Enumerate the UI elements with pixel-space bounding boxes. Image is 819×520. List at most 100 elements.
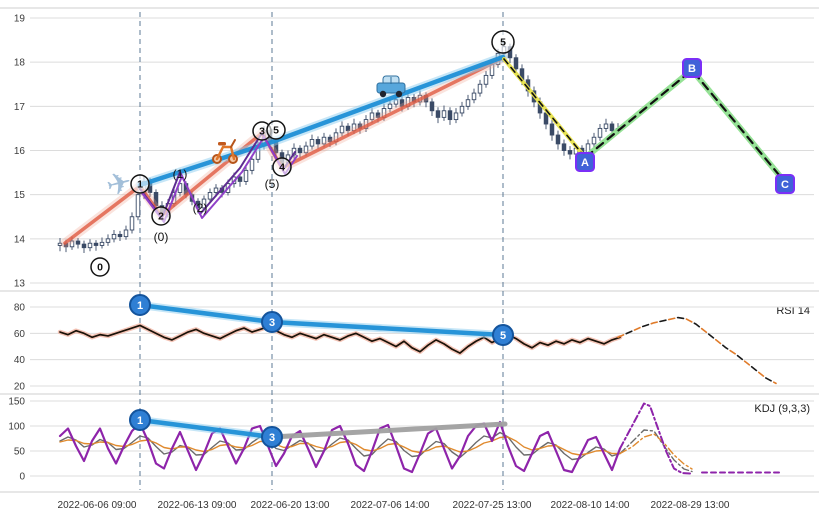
- wave-point-text: (1): [173, 167, 188, 181]
- scooter-icon: [230, 139, 236, 148]
- candle-body: [81, 243, 87, 249]
- kdj-j-forecast: [619, 402, 691, 475]
- scooter-icon: [218, 142, 226, 146]
- y-tick-label: 0: [19, 472, 25, 483]
- rsi-wave-marker-number: 1: [137, 300, 143, 312]
- candle-body: [555, 134, 561, 145]
- candle-body: [207, 192, 213, 200]
- candle-body: [87, 242, 93, 249]
- candle-body: [75, 240, 81, 245]
- candle-body: [459, 105, 465, 114]
- candle-body: [327, 136, 333, 143]
- y-tick-label: 100: [8, 422, 25, 433]
- rsi-wave-marker-number: 5: [500, 330, 506, 342]
- candle-body: [561, 143, 567, 151]
- wave-point-circle: [266, 120, 286, 140]
- candle-body: [483, 74, 489, 85]
- kdj-k-line: [59, 431, 621, 461]
- wave-point-circle: [272, 157, 292, 177]
- abc-wave-letter: B: [688, 63, 696, 75]
- y-tick-label: 15: [14, 190, 26, 201]
- candle-body: [117, 233, 123, 238]
- candle-body: [387, 103, 393, 109]
- wave-point-number: 4: [279, 162, 285, 174]
- wave-point-text: (2): [193, 201, 208, 215]
- y-tick-label: 40: [14, 355, 26, 366]
- kdj-wave-marker-number: 3: [269, 432, 275, 444]
- projection-line-yellow: [502, 57, 586, 158]
- candle-body: [111, 233, 117, 240]
- wave-point-circle: [130, 174, 150, 194]
- candle-body: [441, 110, 447, 118]
- candle-body: [465, 99, 471, 107]
- y-tick-label: 150: [8, 397, 25, 408]
- wave-point-circle: [90, 257, 110, 277]
- projection-line-yellow-dash: [503, 58, 585, 157]
- abc-wave-box: [682, 58, 702, 78]
- candle-body: [243, 169, 249, 182]
- wave-point-number: 1: [137, 179, 143, 191]
- abc-wave-box: [575, 152, 595, 172]
- rsi-label: RSI 14: [776, 305, 810, 317]
- car-icon: [379, 90, 387, 98]
- abc-wave-letter: A: [581, 157, 589, 169]
- projection-line-green: [583, 67, 787, 184]
- candle-body: [369, 112, 375, 121]
- abc-wave-box: [775, 174, 795, 194]
- candle-body: [345, 125, 351, 132]
- rsi-line: [59, 324, 621, 354]
- kdj-wave-marker-number: 1: [137, 415, 143, 427]
- x-tick-label: 2022-07-25 13:00: [453, 500, 532, 511]
- candle-body: [477, 83, 483, 94]
- candle-body: [471, 92, 477, 101]
- candle-body: [213, 187, 219, 193]
- wave-point-number: 3: [259, 126, 265, 138]
- y-tick-label: 50: [14, 447, 26, 458]
- kdj-trend-gray: [269, 421, 508, 440]
- kdj-d-forecast: [619, 433, 693, 470]
- wave-point-number: 2: [158, 211, 164, 223]
- rsi-forecast-line-black: [617, 316, 777, 385]
- candle-body: [99, 241, 105, 246]
- wave-point-number: 0: [97, 262, 103, 274]
- candle-body: [129, 216, 135, 231]
- y-tick-label: 16: [14, 146, 26, 157]
- rsi-forecast-line-orange: [617, 316, 777, 385]
- candle-body: [315, 139, 321, 145]
- wave-point-text: (5): [265, 177, 280, 191]
- y-tick-label: 18: [14, 58, 26, 69]
- candle-body: [105, 238, 111, 243]
- rsi-wave-marker: [261, 311, 283, 333]
- candle-body: [309, 139, 315, 147]
- kdj-wave-marker: [261, 426, 283, 448]
- candle-body: [93, 242, 99, 246]
- candle-body: [597, 127, 603, 138]
- candle-body: [447, 110, 453, 121]
- candle-body: [123, 229, 129, 238]
- abc-wave-letter: C: [781, 179, 789, 191]
- y-tick-label: 60: [14, 329, 26, 340]
- x-tick-label: 2022-08-10 14:00: [551, 500, 630, 511]
- x-tick-label: 2022-06-13 09:00: [158, 500, 237, 511]
- candle-body: [513, 57, 519, 70]
- candle-body: [609, 123, 615, 132]
- candle-body: [375, 112, 381, 118]
- y-tick-label: 80: [14, 303, 26, 314]
- wave-trend-blue: [137, 54, 506, 188]
- candle-body: [297, 147, 303, 154]
- rsi-wave-marker: [129, 294, 151, 316]
- wave-point-text: (0): [154, 230, 169, 244]
- kdj-label: KDJ (9,3,3): [754, 403, 810, 415]
- y-tick-label: 14: [14, 234, 26, 245]
- candle-body: [249, 158, 255, 171]
- x-tick-label: 2022-06-20 13:00: [251, 500, 330, 511]
- rsi-wave-marker-number: 3: [269, 317, 275, 329]
- candle-body: [339, 125, 345, 134]
- candle-body: [567, 150, 573, 155]
- kdj-trend-line: [137, 417, 275, 440]
- kdj-j-line: [58, 420, 622, 474]
- y-tick-label: 17: [14, 102, 26, 113]
- kdj-d-line: [59, 436, 621, 456]
